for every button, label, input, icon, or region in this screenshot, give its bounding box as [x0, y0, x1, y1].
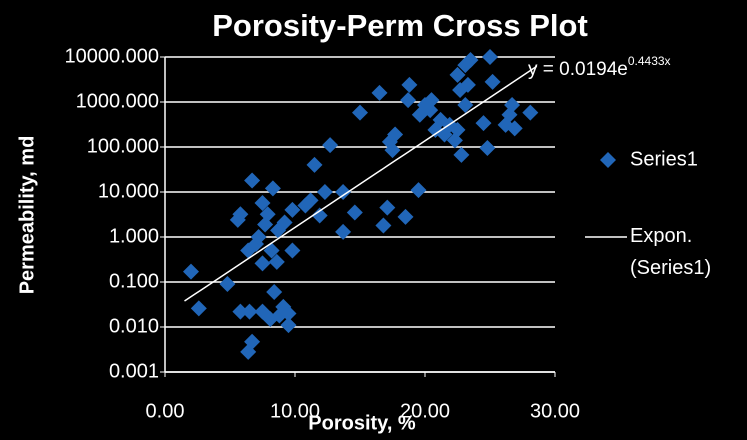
point	[190, 300, 207, 317]
trend-equation: y = 0.0194e0.4433x	[528, 54, 671, 80]
point	[453, 146, 470, 163]
point	[484, 73, 501, 90]
point	[284, 201, 301, 218]
y-tick-label: 0.010	[109, 315, 159, 337]
point	[240, 242, 257, 259]
y-tick-label: 0.100	[109, 270, 159, 292]
point	[423, 92, 440, 109]
point	[183, 263, 199, 280]
point	[401, 76, 418, 93]
point	[232, 206, 249, 223]
equation: y = 0.0194e	[528, 59, 628, 80]
x-tick-label: 20.00	[400, 400, 450, 422]
legend-label: Expon. (Series1)	[630, 225, 711, 279]
chart-title: Porosity-Perm Cross Plot	[212, 8, 588, 43]
x-axis-label: Porosity, %	[308, 412, 416, 434]
point	[475, 115, 492, 132]
point	[449, 66, 466, 83]
y-axis-label: Permeability, md	[16, 136, 38, 295]
y-tick-label: 0.001	[109, 360, 159, 382]
point	[522, 104, 539, 121]
point	[335, 223, 352, 240]
point	[387, 126, 404, 143]
point	[280, 317, 297, 334]
legend-label: Series1	[630, 148, 698, 170]
point	[244, 333, 261, 350]
point	[311, 207, 328, 224]
point	[254, 255, 271, 272]
y-tick-label: 10.000	[98, 180, 159, 202]
legend-label-line: (Series1)	[630, 257, 711, 279]
point	[232, 303, 249, 320]
point	[268, 253, 285, 270]
point	[266, 283, 283, 300]
point	[316, 184, 333, 200]
x-tick-label: 0.00	[146, 400, 185, 422]
point	[459, 76, 476, 93]
point	[352, 104, 368, 121]
point	[397, 208, 414, 225]
point	[449, 121, 466, 138]
point	[462, 51, 479, 68]
point	[254, 194, 271, 211]
point	[240, 343, 257, 360]
point	[259, 206, 276, 223]
y-tick-label: 100.000	[87, 135, 159, 157]
point	[302, 192, 319, 209]
x-tick-label: 10.00	[270, 400, 320, 422]
point	[219, 276, 236, 293]
point	[250, 229, 267, 245]
point	[384, 142, 401, 159]
point	[322, 137, 339, 154]
point	[371, 84, 388, 101]
point	[504, 96, 521, 113]
point	[284, 242, 301, 259]
point	[335, 184, 352, 200]
point	[482, 49, 498, 65]
point	[244, 172, 261, 189]
point	[400, 92, 417, 109]
y-tick-label: 10000.000	[64, 45, 159, 67]
point	[241, 303, 258, 320]
y-tick-label: 1.000	[109, 225, 159, 247]
trendline	[184, 65, 538, 302]
point	[422, 102, 439, 119]
point	[306, 156, 323, 173]
point	[506, 120, 523, 137]
point	[264, 180, 281, 197]
point	[410, 182, 427, 199]
point	[375, 217, 392, 234]
point	[479, 140, 496, 157]
y-tick-label: 1000.000	[76, 90, 159, 112]
x-tick-label: 30.00	[530, 400, 580, 422]
point	[276, 214, 293, 231]
legend-label-line: Expon.	[630, 225, 692, 247]
legend-marker	[600, 152, 616, 168]
equation-exponent: 0.4433x	[628, 54, 671, 68]
point	[379, 199, 396, 216]
point	[457, 96, 474, 113]
point	[346, 204, 363, 221]
point	[280, 305, 297, 322]
